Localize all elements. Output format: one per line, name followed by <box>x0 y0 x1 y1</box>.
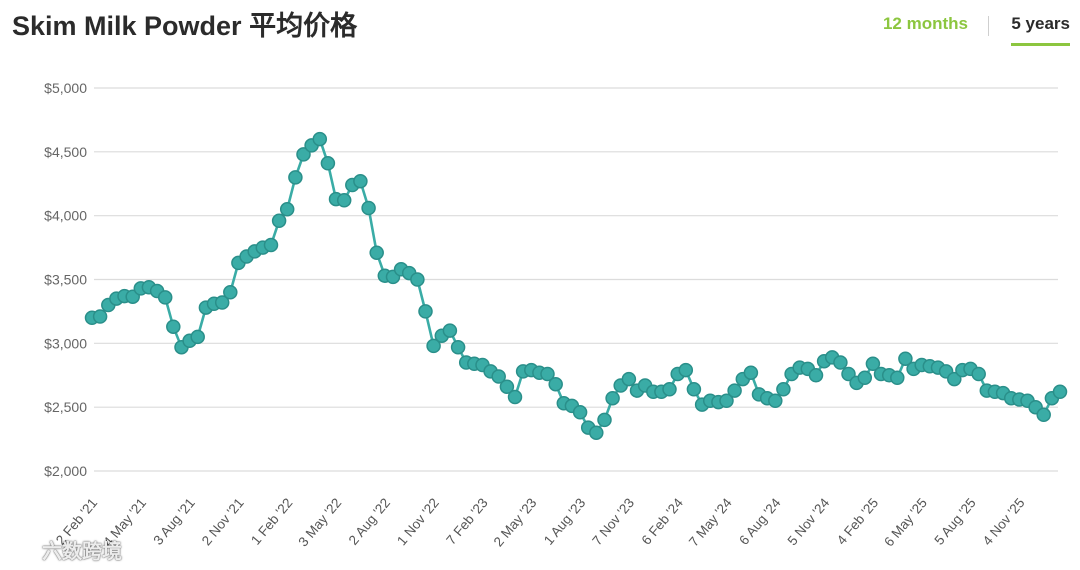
data-point <box>190 329 205 345</box>
data-point <box>271 213 287 229</box>
tab-12-months[interactable]: 12 months <box>882 14 968 33</box>
data-point <box>507 389 523 405</box>
data-point <box>719 393 734 409</box>
x-tick-label: 2 Nov '21 <box>199 495 247 548</box>
x-axis: 2 Feb '21 4 May '21 3 Aug '21 2 Nov '21 1 Fe… <box>53 495 1028 550</box>
y-tick-label: $2,500 <box>44 399 87 415</box>
x-tick-label: 5 Nov '24 <box>785 495 833 548</box>
data-point <box>418 304 433 319</box>
data-point <box>1036 407 1051 423</box>
data-point <box>499 379 515 394</box>
data-point <box>865 356 881 372</box>
x-tick-label: 7 May '24 <box>686 495 735 550</box>
x-tick-label: 3 Aug '21 <box>150 495 197 547</box>
y-tick-label: $5,000 <box>44 80 87 96</box>
y-tick-label: $3,000 <box>44 335 87 351</box>
data-point <box>263 237 279 253</box>
data-point <box>426 338 441 354</box>
data-point <box>621 371 637 387</box>
y-tick-label: $2,000 <box>44 463 87 479</box>
data-point <box>662 382 677 397</box>
y-tick-label: $3,500 <box>44 272 87 288</box>
data-point <box>898 351 913 366</box>
x-tick-label: 5 Aug '25 <box>931 495 978 547</box>
tab-divider <box>988 16 989 36</box>
data-point <box>166 319 181 334</box>
data-point <box>686 382 702 397</box>
y-tick-label: $4,000 <box>44 208 87 224</box>
x-tick-label: 4 Nov '25 <box>980 495 1028 548</box>
data-point <box>491 369 506 384</box>
x-tick-label: 6 May '25 <box>881 495 930 549</box>
data-point <box>361 200 376 216</box>
x-tick-label: 2 May '23 <box>491 495 540 549</box>
data-point <box>808 368 824 383</box>
data-point <box>727 383 742 398</box>
y-tick-label: $4,500 <box>44 144 87 160</box>
tab-5-years[interactable]: 5 years <box>1011 14 1070 46</box>
data-point <box>279 202 295 217</box>
data-point <box>589 425 604 440</box>
data-point <box>320 156 336 171</box>
data-point <box>410 272 425 287</box>
x-tick-label: 4 Feb '25 <box>834 495 881 547</box>
data-point <box>947 371 962 387</box>
data-point <box>605 390 620 406</box>
data-point <box>92 309 108 324</box>
data-point <box>971 366 986 382</box>
data-point <box>312 131 328 147</box>
data-point <box>776 382 791 397</box>
data-point <box>214 295 230 310</box>
series-markers <box>84 131 1068 440</box>
data-point <box>450 339 466 355</box>
data-point <box>678 362 694 378</box>
data-point <box>1052 384 1068 400</box>
data-point <box>157 290 173 305</box>
data-point <box>857 370 873 386</box>
series-line <box>91 137 1061 435</box>
data-point <box>369 245 384 260</box>
data-point <box>890 370 905 386</box>
data-point <box>296 147 311 162</box>
data-point <box>353 173 368 189</box>
x-tick-label: 6 Aug '24 <box>736 495 784 548</box>
x-tick-label: 2 Feb '21 <box>53 495 100 547</box>
data-point <box>223 285 238 300</box>
x-tick-label: 1 Aug '23 <box>541 495 588 547</box>
x-tick-label: 6 Feb '24 <box>639 495 687 548</box>
x-tick-label: 1 Nov '22 <box>394 495 442 548</box>
x-tick-label: 7 Feb '23 <box>443 495 490 547</box>
y-axis: $2,000 $2,500 $3,000 $3,500 $4,000 $4,500 $5,0… <box>44 80 87 479</box>
data-point <box>336 193 352 208</box>
data-point <box>288 170 303 185</box>
data-point <box>442 323 458 338</box>
data-point <box>743 365 759 380</box>
data-point <box>572 405 588 420</box>
data-point <box>768 393 783 409</box>
data-point <box>841 366 856 382</box>
x-tick-label: 1 Feb '22 <box>248 495 295 547</box>
page-title: Skim Milk Powder 平均价格 <box>12 11 358 41</box>
data-point <box>540 366 555 382</box>
x-tick-label: 3 May '22 <box>295 495 344 549</box>
x-tick-label: 7 Nov '23 <box>589 495 637 548</box>
x-tick-label: 2 Aug '22 <box>346 495 393 547</box>
data-point <box>597 412 612 428</box>
data-point <box>548 376 563 392</box>
x-tick-label: 4 May '21 <box>100 495 149 549</box>
data-point <box>833 355 848 370</box>
series-line-path <box>91 137 1061 435</box>
